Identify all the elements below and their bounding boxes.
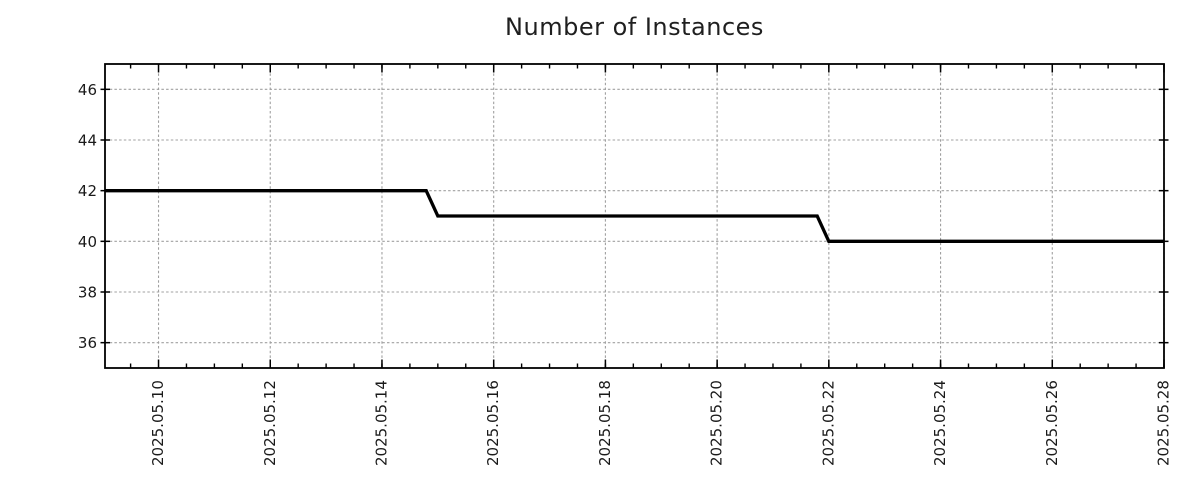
x-tick-label: 2025.05.18 (596, 380, 614, 466)
x-tick-label: 2025.05.10 (149, 380, 167, 466)
plot-border (104, 63, 1165, 369)
x-tick-label: 2025.05.22 (819, 380, 837, 466)
instances-series-line (105, 189, 1164, 243)
x-tick-label: 2025.05.12 (261, 380, 279, 466)
x-tick-label: 2025.05.16 (484, 380, 502, 466)
x-tick-label: 2025.05.26 (1043, 380, 1061, 466)
x-tick-label: 2025.05.20 (708, 380, 726, 466)
y-tick-label: 38 (78, 284, 97, 302)
x-tick-label: 2025.05.14 (373, 380, 391, 466)
chart-title: Number of Instances (505, 13, 764, 41)
x-tick-label: 2025.05.28 (1155, 380, 1173, 466)
y-tick-label: 42 (78, 182, 97, 200)
y-tick-label: 36 (78, 334, 97, 352)
y-tick-label: 40 (78, 233, 97, 251)
y-tick-label: 44 (78, 132, 97, 150)
x-tick-label: 2025.05.24 (931, 380, 949, 466)
y-tick-label: 46 (78, 81, 97, 99)
